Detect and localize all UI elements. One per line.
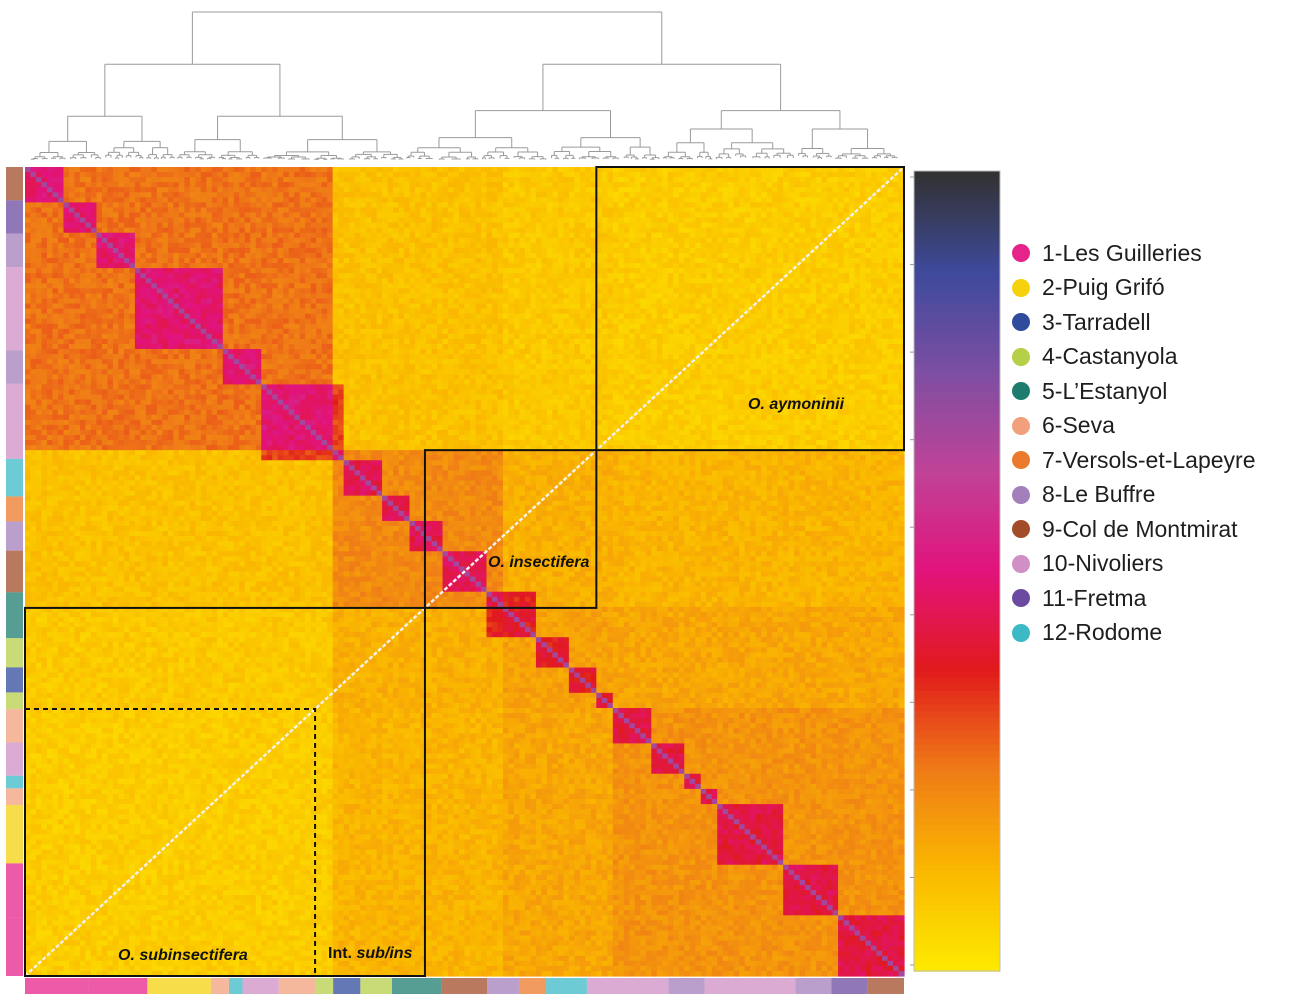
track-bottom-segment <box>705 978 796 994</box>
legend-label: 6-Seva <box>1042 412 1115 439</box>
legend-item: 12-Rodome <box>1012 616 1256 651</box>
legend-dot-icon <box>1012 382 1030 400</box>
track-bottom-segment <box>333 978 360 994</box>
legend-label: 7-Versols-et-Lapeyre <box>1042 447 1256 474</box>
legend-label: 4-Castanyola <box>1042 343 1178 370</box>
legend-item: 2-Puig Grifó <box>1012 271 1256 306</box>
legend-dot-icon <box>1012 348 1030 366</box>
label-intermediate: Int. sub/ins <box>328 945 413 962</box>
legend-label: 2-Puig Grifó <box>1042 274 1165 301</box>
legend-item: 11-Fretma <box>1012 581 1256 616</box>
track-bottom-segment <box>88 978 147 994</box>
track-left-segment <box>6 267 23 350</box>
track-bottom-segment <box>242 978 278 994</box>
track-left-segment <box>6 167 23 200</box>
legend-label: 10-Nivoliers <box>1042 550 1163 577</box>
track-bottom-segment <box>229 978 243 994</box>
track-bottom-segment <box>668 978 704 994</box>
track-left-segment <box>6 350 23 383</box>
dendrogram <box>31 12 897 160</box>
track-bottom-segment <box>279 978 315 994</box>
track-left-segment <box>6 742 23 775</box>
label-intermediate-italic: sub/ins <box>356 945 412 962</box>
legend-label: 11-Fretma <box>1042 585 1146 612</box>
legend-label: 8-Le Buffre <box>1042 481 1155 508</box>
track-bottom-segment <box>868 978 904 994</box>
track-left-segment <box>6 521 23 550</box>
label-subinsectifera: O. subinsectifera <box>118 947 248 964</box>
label-aymoninii: O. aymoninii <box>748 396 845 413</box>
legend-item: 5-L’Estanyol <box>1012 374 1256 409</box>
population-track-left <box>6 167 23 976</box>
legend-label: 12-Rodome <box>1042 619 1162 646</box>
track-left-segment <box>6 496 23 521</box>
track-bottom-segment <box>392 978 442 994</box>
track-bottom-segment <box>211 978 229 994</box>
legend-dot-icon <box>1012 589 1030 607</box>
legend-item: 6-Seva <box>1012 409 1256 444</box>
color-scale-bar <box>910 171 1000 972</box>
track-bottom-segment <box>587 978 669 994</box>
track-left-segment <box>6 384 23 459</box>
label-intermediate-prefix: Int. <box>328 945 356 962</box>
track-left-segment <box>6 667 23 692</box>
track-left-segment <box>6 863 23 917</box>
population-track-bottom <box>25 978 904 994</box>
legend-item: 8-Le Buffre <box>1012 478 1256 513</box>
track-left-segment <box>6 200 23 233</box>
track-bottom-segment <box>546 978 587 994</box>
legend-item: 9-Col de Montmirat <box>1012 512 1256 547</box>
legend-dot-icon <box>1012 555 1030 573</box>
legend-dot-icon <box>1012 417 1030 435</box>
legend-label: 3-Tarradell <box>1042 309 1151 336</box>
track-left-segment <box>6 776 23 789</box>
track-left-segment <box>6 234 23 267</box>
legend-item: 3-Tarradell <box>1012 305 1256 340</box>
track-bottom-segment <box>360 978 392 994</box>
track-bottom-segment <box>832 978 868 994</box>
track-left-segment <box>6 918 23 976</box>
track-bottom-segment <box>442 978 487 994</box>
track-left-segment <box>6 459 23 497</box>
legend-label: 9-Col de Montmirat <box>1042 516 1238 543</box>
legend-dot-icon <box>1012 244 1030 262</box>
legend-item: 7-Versols-et-Lapeyre <box>1012 443 1256 478</box>
track-bottom-segment <box>795 978 831 994</box>
track-left-segment <box>6 592 23 638</box>
label-insectifera: O. insectifera <box>488 554 589 571</box>
legend-item: 4-Castanyola <box>1012 340 1256 375</box>
track-bottom-segment <box>315 978 333 994</box>
legend-item: 10-Nivoliers <box>1012 547 1256 582</box>
track-bottom-segment <box>147 978 210 994</box>
legend-dot-icon <box>1012 520 1030 538</box>
track-left-segment <box>6 638 23 667</box>
track-bottom-segment <box>519 978 546 994</box>
track-left-segment <box>6 692 23 709</box>
legend-dot-icon <box>1012 313 1030 331</box>
track-left-segment <box>6 551 23 593</box>
track-left-segment <box>6 805 23 863</box>
legend-dot-icon <box>1012 486 1030 504</box>
population-legend: 1-Les Guilleries 2-Puig Grifó 3-Tarradell 4… <box>1012 236 1256 650</box>
track-bottom-segment <box>25 978 88 994</box>
legend-dot-icon <box>1012 451 1030 469</box>
legend-dot-icon <box>1012 624 1030 642</box>
legend-item: 1-Les Guilleries <box>1012 236 1256 271</box>
track-bottom-segment <box>487 978 519 994</box>
legend-label: 1-Les Guilleries <box>1042 240 1202 267</box>
legend-label: 5-L’Estanyol <box>1042 378 1167 405</box>
track-left-segment <box>6 709 23 742</box>
legend-dot-icon <box>1012 279 1030 297</box>
track-left-segment <box>6 788 23 805</box>
